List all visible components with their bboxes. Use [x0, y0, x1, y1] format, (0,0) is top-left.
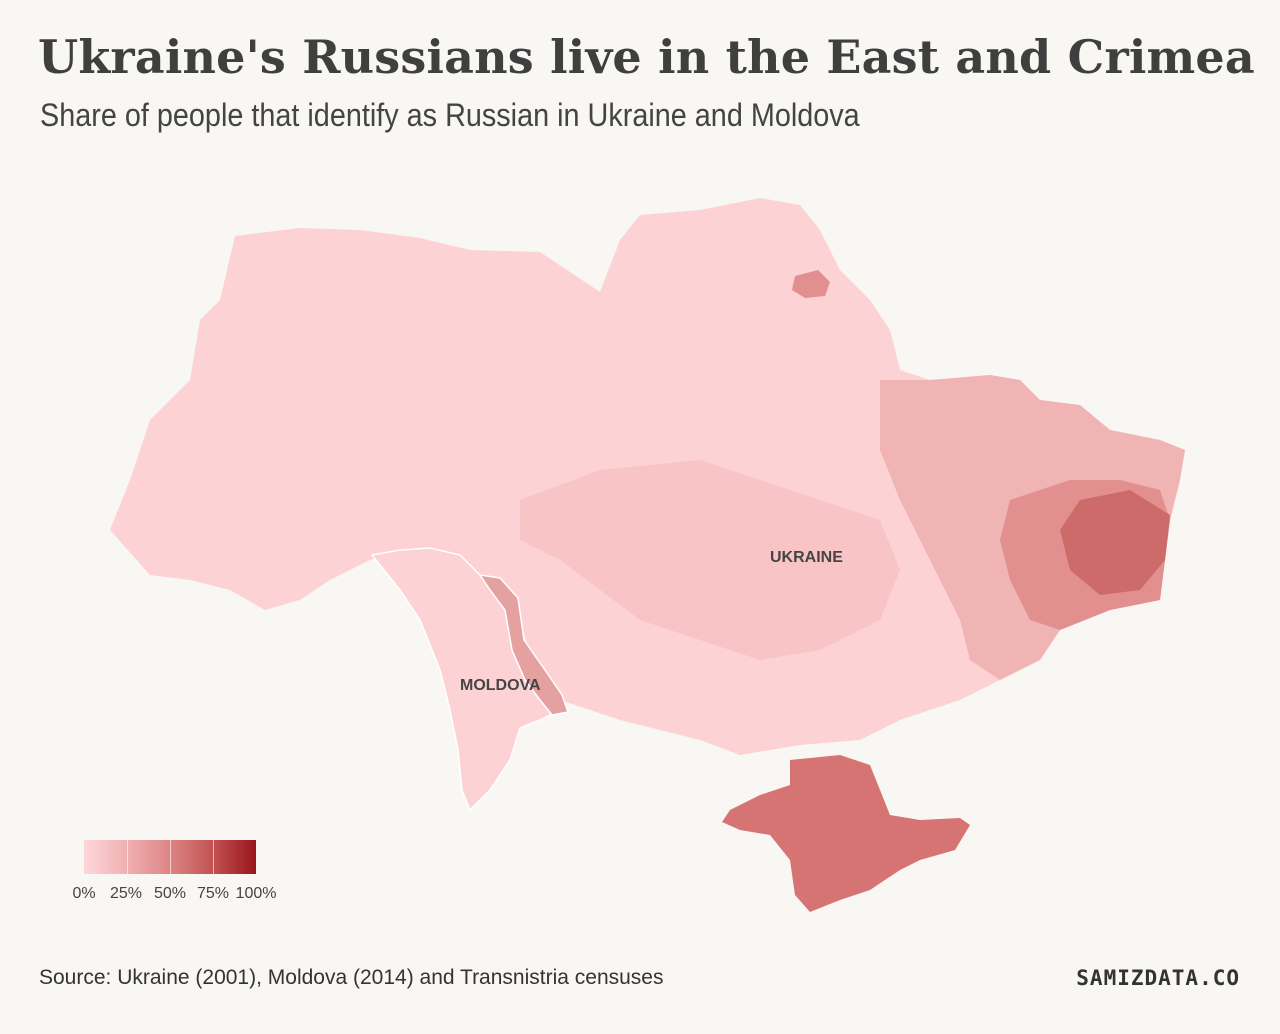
northern-spot [792, 270, 830, 298]
legend-label-100: 100% [235, 885, 277, 902]
ukraine-central-region [520, 460, 900, 660]
ukraine-label: UKRAINE [770, 549, 843, 566]
source-note: Source: Ukraine (2001), Moldova (2014) a… [39, 966, 664, 989]
legend-label-25: 25% [109, 885, 143, 902]
donbas-core-region [1060, 490, 1170, 595]
legend-label-50: 50% [153, 885, 187, 902]
legend-tick [127, 840, 128, 874]
transnistria-region [478, 574, 569, 716]
legend-label-0: 0% [72, 885, 96, 902]
brand-logo: SAMIZDATA.CO [1076, 966, 1240, 990]
legend-tick [213, 840, 214, 874]
crimea-region [722, 755, 970, 912]
map-title: Ukraine's Russians live in the East and … [38, 30, 1255, 84]
legend-label-75: 75% [196, 885, 230, 902]
map-subtitle: Share of people that identify as Russian… [40, 97, 860, 133]
legend-tick [170, 840, 171, 874]
moldova-label: MOLDOVA [460, 677, 541, 694]
